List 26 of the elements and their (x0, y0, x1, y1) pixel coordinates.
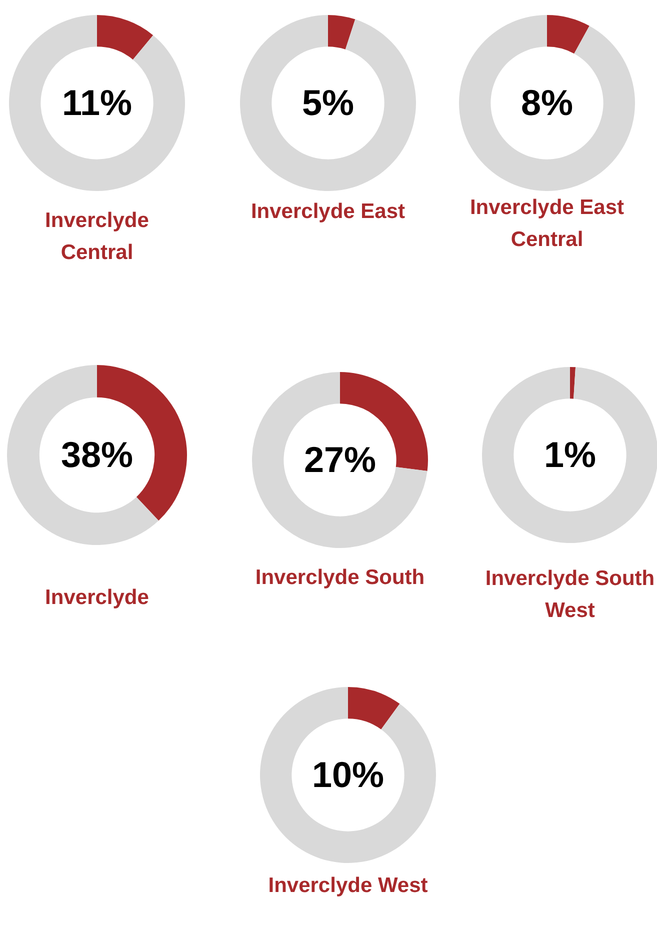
donut-slice (328, 15, 356, 50)
donut-slice (240, 15, 416, 191)
donut-slice (570, 367, 576, 399)
data-label: 8% (520, 81, 574, 125)
donut-slice (7, 365, 159, 545)
donut-slice (97, 15, 154, 60)
data-label: 11% (60, 81, 134, 125)
donut-slice (547, 15, 590, 54)
donut-slice (482, 367, 657, 543)
donut-slice (9, 15, 185, 191)
text: Inverclyde (44, 585, 150, 611)
text: Inverclyde Central (44, 208, 150, 266)
donut-slice (348, 687, 400, 730)
donut-slice (260, 687, 436, 863)
text: Inverclyde South West (485, 566, 655, 624)
donut-slice (252, 372, 428, 548)
data-label: 1% (542, 433, 598, 477)
data-label: 10% (310, 753, 386, 797)
text: Inverclyde South (255, 565, 425, 591)
text: Inverclyde West (267, 873, 429, 899)
data-label: 38% (60, 433, 134, 477)
data-label: 5% (300, 81, 356, 125)
donut-slice (459, 15, 635, 191)
text: Inverclyde East (250, 199, 406, 225)
text: Inverclyde East Central (468, 195, 626, 253)
data-label: 27% (302, 438, 378, 482)
